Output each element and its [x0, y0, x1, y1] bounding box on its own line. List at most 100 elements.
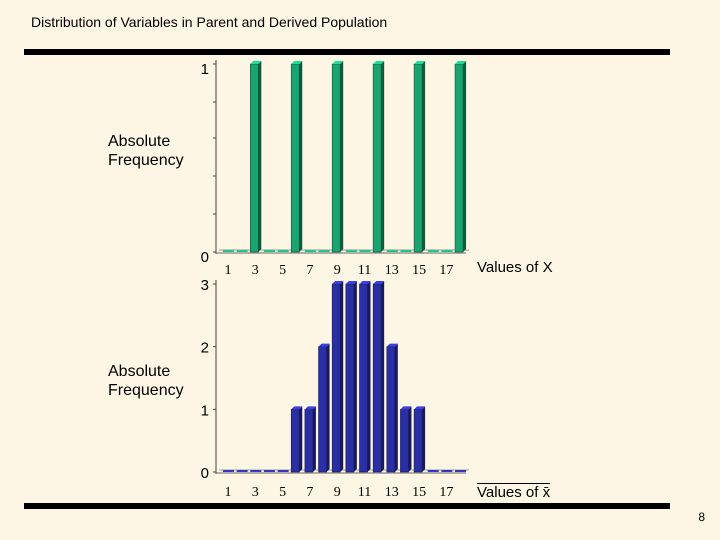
chart1-bar-zero [236, 250, 248, 252]
chart1-x-tick-label: 7 [306, 263, 313, 278]
chart1-x-tick-label: 11 [358, 263, 371, 278]
chart2-x-tick-label: 3 [252, 485, 259, 500]
chart2-bar-top [386, 343, 398, 347]
chart2-bar-side [408, 406, 412, 472]
chart1-bar [413, 63, 423, 253]
chart2-bar-top [359, 281, 371, 284]
chart1-bar-top [250, 61, 262, 64]
chart1-x-tick-label: 3 [252, 263, 259, 278]
chart1-bar-side [381, 61, 385, 252]
page-number: 8 [698, 510, 705, 524]
chart2-bar-top [332, 281, 344, 284]
chart1-bar [250, 63, 259, 253]
chart2-bar-zero [455, 470, 467, 472]
chart2-bar [372, 283, 382, 473]
chart1-bar-zero [304, 250, 316, 252]
top-divider [24, 49, 670, 55]
chart1-x-tick-label: 9 [334, 263, 341, 278]
chart2-bar [304, 409, 314, 473]
bottom-divider [24, 503, 670, 509]
chart1-x-axis-title: Values of X [477, 259, 553, 276]
chart1-bar-zero [359, 250, 371, 252]
chart2-bar-side [367, 281, 371, 472]
chart2-bar-top [318, 343, 330, 347]
chart2-y-axis-title: Absolute Frequency [108, 363, 184, 399]
chart2-bar [413, 409, 423, 473]
chart1-bar-top [332, 61, 344, 64]
chart1-bar-side [340, 61, 344, 252]
chart2-y-tick-label: 0 [201, 465, 209, 482]
chart1-bar-top [455, 61, 467, 64]
chart2-bar-zero [236, 470, 248, 472]
chart1-bar-top [291, 61, 303, 64]
chart2-bar-zero [441, 470, 453, 472]
chart1-bar-zero [400, 250, 412, 252]
chart2-y-tick-label: 1 [201, 402, 209, 419]
chart2-bar [400, 409, 409, 473]
chart2-bar [359, 283, 368, 473]
chart2-bar-top [345, 281, 357, 284]
chart2-bar [345, 283, 355, 473]
chart1-bar [331, 63, 341, 253]
chart2-x-tick-label: 17 [439, 485, 453, 500]
chart1-x-tick-label: 13 [385, 263, 399, 278]
chart2-bar-side [326, 343, 330, 472]
chart2-bar-side [394, 343, 398, 472]
chart1-bar-zero [386, 250, 398, 252]
chart2-x-tick-label: 13 [385, 485, 399, 500]
chart2-x-tick-label: 7 [306, 485, 313, 500]
chart1-bar-zero [277, 250, 289, 252]
chart1-bar-zero [441, 250, 453, 252]
chart1-bar-side [258, 61, 262, 252]
chart1-bar-zero [318, 250, 330, 252]
chart1-bar [372, 63, 382, 253]
chart2-bar [290, 409, 300, 473]
chart2-bar-top [291, 406, 303, 410]
chart2-bar-top [373, 281, 385, 284]
chart1-bar [454, 63, 464, 253]
chart1-x-tick-label: 17 [439, 263, 453, 278]
chart2-bar-zero [277, 470, 289, 472]
chart2-y-tick-label: 2 [201, 340, 209, 357]
chart1-bar-top [373, 61, 385, 64]
chart1-bar-zero [223, 250, 234, 252]
chart1-x-tick-label: 15 [412, 263, 426, 278]
chart1-y-axis-title: Absolute Frequency [108, 133, 184, 169]
chart1-bar-side [422, 61, 426, 252]
chart1-bar-zero [345, 250, 357, 252]
chart2-bar-top [400, 406, 412, 410]
chart2-bar-side [299, 406, 303, 472]
chart2-x-tick-label: 5 [279, 485, 286, 500]
chart1-bar-side [299, 61, 303, 252]
chart1-bar-zero [427, 250, 439, 252]
chart2-bar-side [381, 281, 385, 472]
chart1-y-tick-label: 1 [201, 61, 209, 78]
chart1-x-tick-label: 5 [279, 263, 286, 278]
chart2-x-tick-label: 11 [358, 485, 371, 500]
chart2-bar-zero [427, 470, 439, 472]
chart2-bar-side [422, 406, 426, 472]
chart2-bar-top [414, 406, 426, 410]
chart2-y-tick-label: 3 [201, 277, 209, 294]
chart2-x-tick-label: 9 [334, 485, 341, 500]
chart2-bar-zero [250, 470, 262, 472]
chart2-bar-side [312, 406, 316, 472]
chart1-bar-top [414, 61, 426, 64]
chart2-bar-side [353, 281, 357, 472]
chart1-bar [290, 63, 300, 253]
chart2-bar-zero [263, 470, 275, 472]
chart2-bar [386, 346, 396, 473]
chart1-bar-zero [263, 250, 275, 252]
chart1-bar-side [463, 61, 467, 252]
chart2-bar [331, 283, 341, 473]
chart2-x-axis-title: Values of x̄ [477, 484, 551, 501]
chart2-bar-zero [223, 470, 234, 472]
chart2-bar [318, 346, 327, 473]
chart2-x-tick-label: 15 [412, 485, 426, 500]
chart2-x-tick-label: 1 [225, 485, 232, 500]
chart2-bar-top [304, 406, 316, 410]
chart1-x-tick-label: 1 [225, 263, 232, 278]
chart1-y-tick-label: 0 [201, 249, 209, 266]
chart2-bar-side [340, 281, 344, 472]
